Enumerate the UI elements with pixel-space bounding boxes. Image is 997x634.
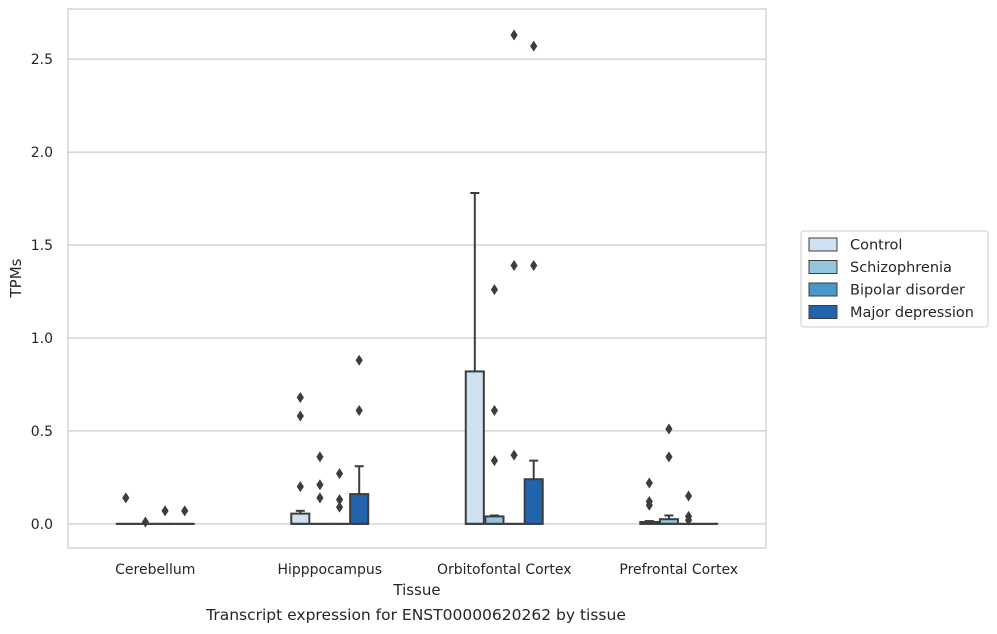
legend-label: Bipolar disorder — [850, 283, 965, 299]
outlier-point — [684, 510, 693, 522]
outlier-point — [355, 404, 363, 416]
outlier-point — [141, 516, 150, 528]
box-group — [174, 505, 195, 525]
box-group — [290, 391, 311, 525]
outlier-point — [490, 284, 499, 296]
box — [349, 493, 370, 525]
outlier-point — [296, 481, 304, 493]
y-tick-labels: 0.0 0.5 1.0 1.5 2.0 2.5 — [31, 52, 53, 533]
y-tick-label: 1.0 — [31, 331, 53, 347]
outlier-point — [510, 259, 518, 271]
outlier-point — [530, 259, 538, 271]
legend-entries: Control Schizophrenia Bipolar disorder Majo… — [808, 237, 974, 321]
outlier-point — [490, 404, 499, 416]
outlier-point — [684, 490, 693, 502]
outlier-point — [161, 505, 169, 517]
y-tick-label: 0.5 — [31, 424, 53, 440]
box-group — [115, 492, 136, 525]
legend-frame — [800, 230, 989, 328]
box-group — [484, 284, 505, 525]
outlier-point — [645, 477, 653, 489]
outlier-point — [296, 391, 304, 403]
outlier-point — [296, 410, 304, 422]
box-group — [464, 192, 485, 525]
boxes — [115, 29, 719, 528]
outlier-point — [122, 492, 130, 504]
box — [523, 478, 544, 525]
outlier-point — [181, 505, 189, 517]
box — [464, 370, 485, 525]
plot-frame — [67, 8, 767, 549]
outlier-point — [335, 501, 344, 513]
y-axis-label: TPMs — [7, 258, 25, 298]
x-tick-labels: Cerebellum Hipppocampus Orbitofontal Corte… — [115, 562, 738, 578]
box — [290, 512, 311, 525]
legend-swatch — [808, 237, 838, 252]
outlier-point — [316, 451, 324, 463]
outlier-point — [490, 455, 499, 467]
outlier-point — [530, 40, 538, 52]
outlier-point — [335, 468, 344, 480]
y-tick-label: 2.5 — [31, 52, 53, 68]
legend-swatch — [808, 282, 838, 297]
x-tick-label: Orbitofontal Cortex — [437, 562, 572, 578]
outlier-point — [355, 354, 363, 366]
outlier-point — [645, 496, 653, 508]
y-tick-label: 0.0 — [31, 517, 53, 533]
plot-area — [68, 9, 766, 548]
legend: Control Schizophrenia Bipolar disorder Majo… — [800, 230, 989, 328]
x-tick-label: Hipppocampus — [277, 562, 382, 578]
box-group — [523, 40, 544, 525]
outlier-point — [665, 423, 673, 435]
box-group — [329, 468, 350, 525]
box-group — [155, 505, 176, 525]
x-tick-label: Cerebellum — [115, 562, 195, 578]
y-tick-label: 2.0 — [31, 145, 53, 161]
legend-label: Schizophrenia — [850, 260, 952, 276]
box-group — [135, 516, 156, 528]
box-group — [658, 423, 679, 525]
legend-label: Major depression — [850, 305, 974, 321]
x-tick-label: Prefrontal Cortex — [619, 562, 738, 578]
box — [484, 515, 505, 525]
box-group — [349, 354, 370, 525]
outlier-point — [510, 449, 518, 461]
outlier-point — [335, 494, 344, 506]
box-group — [678, 490, 699, 526]
y-tick-label: 1.5 — [31, 238, 53, 254]
outlier-point — [316, 492, 324, 504]
box-plot-chart: 0.0 0.5 1.0 1.5 2.0 2.5 Cerebellum Hipppocampu… — [7, 8, 989, 599]
box-group — [639, 477, 660, 525]
legend-swatch — [808, 305, 838, 319]
legend-label: Control — [850, 238, 902, 254]
outlier-point — [665, 451, 673, 463]
x-axis-label: Tissue — [392, 581, 440, 599]
legend-swatch — [808, 260, 838, 274]
outlier-point — [316, 479, 324, 491]
box-group — [504, 29, 525, 525]
box-group — [309, 451, 330, 525]
chart-caption: Transcript expression for ENST0000062026… — [206, 606, 626, 624]
outlier-point — [510, 29, 518, 41]
